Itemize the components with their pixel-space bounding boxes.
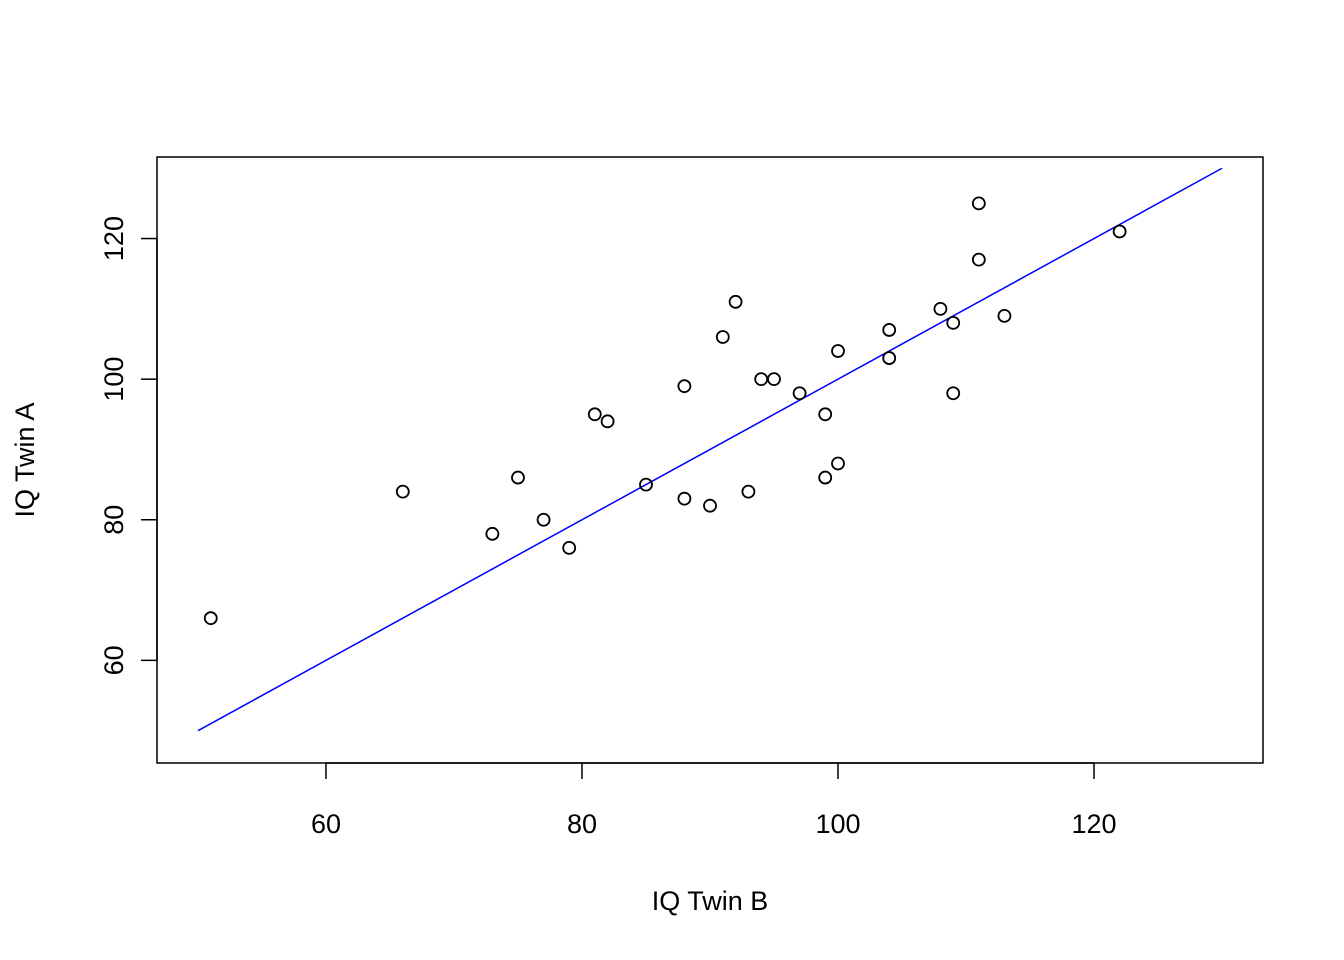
data-point xyxy=(741,484,756,499)
data-point xyxy=(818,470,833,485)
data-point xyxy=(792,386,807,401)
data-point xyxy=(536,512,551,527)
data-point xyxy=(946,386,961,401)
plot-frame xyxy=(156,156,1264,764)
y-tick-label: 100 xyxy=(99,357,129,402)
data-point xyxy=(728,294,743,309)
x-tick-label: 60 xyxy=(311,809,341,839)
data-point xyxy=(511,470,525,485)
x-axis-title: IQ Twin B xyxy=(652,886,769,916)
x-tick-label: 80 xyxy=(567,809,597,839)
data-point xyxy=(754,372,769,387)
data-point xyxy=(767,372,781,387)
data-point xyxy=(882,351,897,365)
x-tick-label: 100 xyxy=(815,809,860,839)
data-point xyxy=(587,407,602,422)
data-point xyxy=(562,540,577,555)
data-point xyxy=(882,323,897,337)
y-tick-label: 60 xyxy=(99,645,129,675)
data-point xyxy=(715,330,730,344)
data-point xyxy=(818,407,833,422)
data-point xyxy=(946,316,961,330)
data-point xyxy=(485,526,500,541)
data-point xyxy=(1112,224,1127,239)
data-point xyxy=(639,477,653,492)
x-tick-label: 120 xyxy=(1071,809,1116,839)
data-point xyxy=(703,498,717,513)
data-point xyxy=(997,308,1012,323)
reference-line xyxy=(197,167,1223,732)
data-point xyxy=(600,414,615,429)
data-point xyxy=(395,484,410,499)
data-point xyxy=(677,379,692,394)
y-tick-label: 80 xyxy=(99,505,129,535)
data-point xyxy=(971,252,986,267)
y-axis: 60 80 100 120 xyxy=(99,216,158,675)
y-axis-title: IQ Twin A xyxy=(10,402,40,517)
data-point xyxy=(831,344,845,358)
data-point xyxy=(677,491,692,506)
data-point xyxy=(933,301,948,316)
marks-layer xyxy=(197,167,1223,732)
data-point xyxy=(831,456,845,471)
y-tick-label: 120 xyxy=(99,216,129,261)
x-axis: 60 80 100 120 xyxy=(311,762,1117,839)
data-point xyxy=(971,196,986,211)
data-point xyxy=(203,611,218,626)
